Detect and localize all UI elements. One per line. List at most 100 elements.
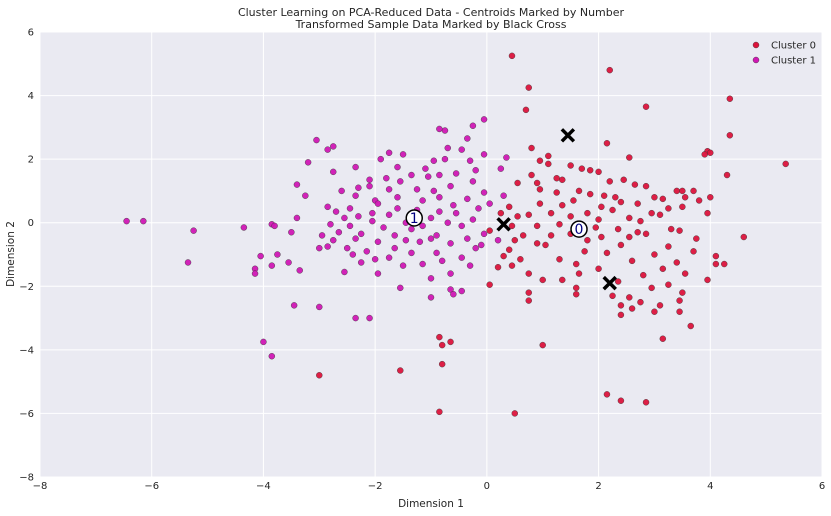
x-tick-label: 2	[595, 481, 601, 492]
data-point	[556, 221, 563, 228]
data-point	[533, 179, 541, 187]
data-point	[450, 291, 457, 298]
data-point	[782, 160, 789, 168]
data-point	[679, 187, 686, 195]
data-point	[606, 66, 613, 74]
data-point	[525, 289, 532, 296]
data-point	[293, 181, 301, 188]
data-point	[536, 200, 544, 207]
data-point	[324, 146, 331, 153]
data-point	[447, 338, 454, 346]
data-point	[352, 314, 359, 322]
data-point	[486, 281, 493, 288]
data-point	[341, 268, 348, 276]
data-point	[667, 225, 675, 233]
data-point	[330, 143, 337, 150]
data-point	[452, 209, 460, 217]
data-point	[628, 257, 636, 265]
data-point	[642, 182, 650, 190]
data-point	[559, 202, 566, 209]
data-point	[338, 187, 345, 195]
data-point	[425, 173, 432, 180]
y-tick-label: −4	[19, 345, 34, 356]
data-point	[478, 241, 485, 249]
chart-subtitle: Transformed Sample Data Marked by Black …	[295, 18, 567, 31]
plot-area	[40, 32, 822, 477]
data-point	[480, 116, 488, 123]
data-point	[355, 213, 362, 220]
data-point	[332, 208, 340, 215]
data-point	[506, 246, 513, 253]
data-point	[614, 278, 622, 285]
data-point	[371, 256, 379, 263]
data-point	[397, 284, 404, 292]
data-point	[458, 146, 465, 153]
data-point	[626, 233, 633, 241]
centroid-label: 0	[575, 222, 584, 238]
data-point	[422, 165, 429, 172]
data-point	[330, 168, 337, 176]
data-point	[486, 200, 493, 207]
data-point	[712, 260, 720, 268]
legend-marker	[752, 41, 760, 49]
data-point	[419, 197, 426, 204]
x-tick-label: −4	[256, 481, 271, 492]
data-point	[394, 163, 401, 171]
data-point	[586, 167, 594, 174]
data-point	[464, 235, 471, 242]
data-point	[450, 202, 457, 209]
data-point	[436, 333, 443, 341]
data-point	[447, 240, 454, 247]
centroid-markers: 01	[405, 209, 588, 238]
data-point	[573, 291, 580, 298]
data-point	[559, 176, 566, 184]
data-point	[466, 157, 474, 164]
data-point	[681, 270, 689, 277]
data-point	[397, 178, 404, 185]
data-point	[676, 227, 683, 234]
data-point	[472, 167, 479, 174]
data-point	[659, 335, 667, 342]
grid-lines	[39, 31, 823, 478]
data-point	[427, 275, 435, 282]
data-point	[399, 262, 407, 269]
x-tick-label: 0	[484, 481, 490, 492]
data-point	[394, 194, 401, 201]
data-point	[707, 149, 714, 156]
data-point	[436, 194, 443, 201]
data-point	[480, 151, 488, 158]
data-point	[363, 248, 370, 255]
data-point	[251, 270, 259, 277]
data-point	[416, 238, 424, 245]
data-point	[355, 184, 362, 191]
data-point	[436, 125, 443, 133]
data-point	[438, 360, 446, 368]
data-point	[285, 259, 292, 266]
centroid-marker	[405, 209, 423, 227]
data-point	[346, 222, 354, 230]
data-point	[659, 265, 667, 273]
data-point	[514, 179, 521, 187]
data-point	[257, 252, 264, 260]
data-point	[637, 217, 644, 225]
data-point	[631, 181, 639, 188]
data-point	[352, 235, 359, 242]
data-point	[469, 216, 477, 223]
data-point	[726, 95, 734, 102]
y-tick-label: 6	[28, 28, 34, 39]
legend-marker	[752, 56, 760, 64]
data-point	[573, 284, 580, 292]
data-point	[553, 189, 560, 196]
data-point	[584, 236, 591, 244]
data-point	[609, 292, 616, 300]
data-point	[533, 222, 541, 230]
data-point	[617, 198, 625, 206]
data-point	[436, 208, 443, 215]
data-point	[374, 238, 382, 245]
data-point	[427, 214, 435, 222]
data-point	[567, 162, 574, 169]
data-point	[316, 244, 323, 252]
data-point	[651, 194, 658, 201]
data-point	[704, 276, 711, 284]
data-point	[408, 225, 415, 233]
